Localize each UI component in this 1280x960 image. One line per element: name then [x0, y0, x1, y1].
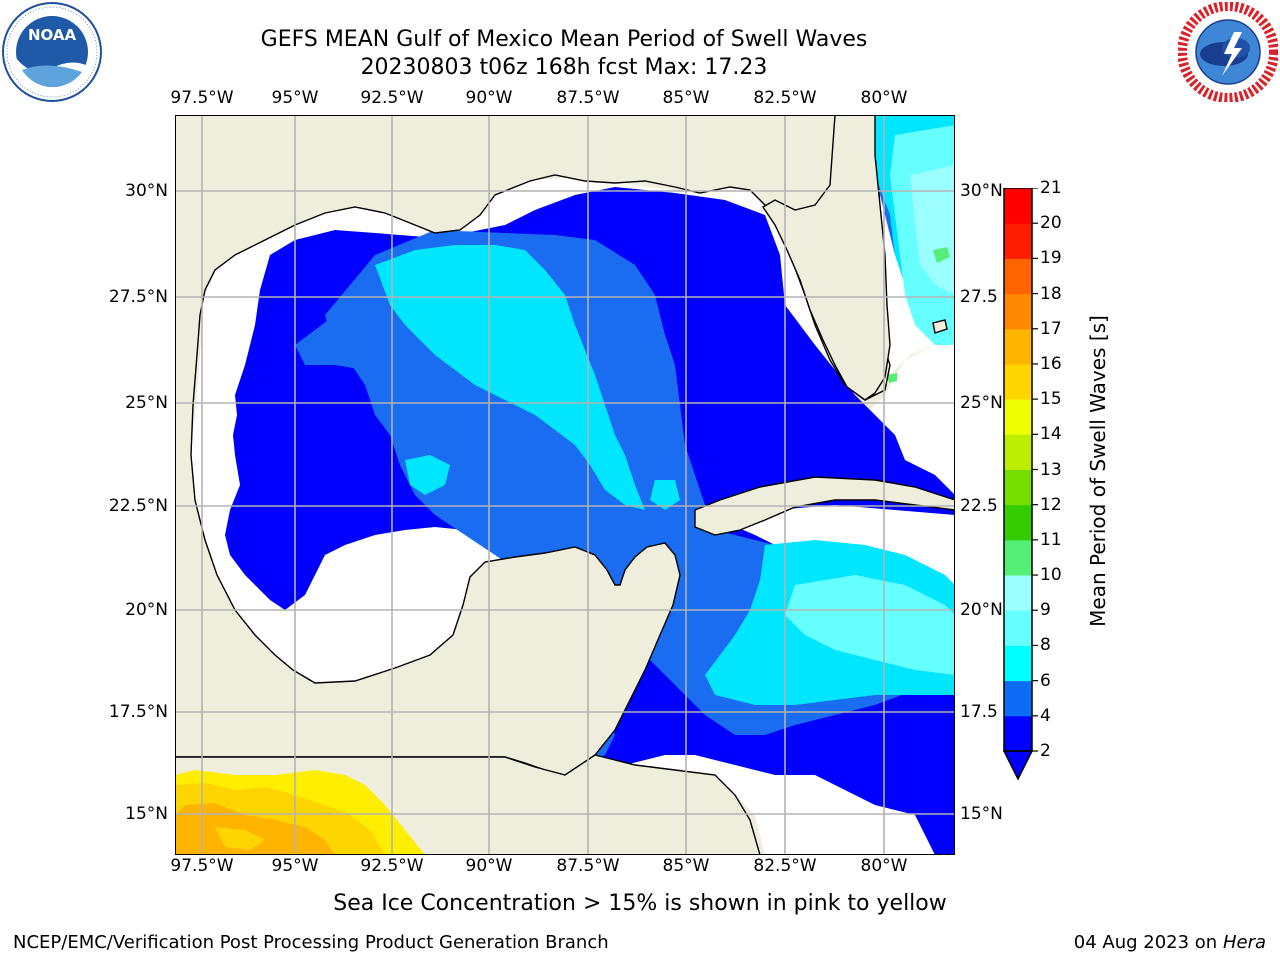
lon-label-top: 85°W	[662, 88, 710, 108]
colorbar-bin	[1004, 223, 1032, 259]
noaa-logo-text: NOAA	[28, 26, 77, 44]
lat-label-left: 25°N	[125, 393, 168, 413]
colorbar-tick-label: 17	[1040, 318, 1062, 339]
colorbar-tick-label: 18	[1040, 283, 1062, 304]
lon-label-bottom: 90°W	[465, 856, 513, 876]
colorbar-bin	[1004, 539, 1032, 576]
footer-date: 04 Aug 2023 on Hera	[1074, 932, 1266, 953]
graticule	[175, 115, 955, 855]
colorbar-tick-label: 11	[1040, 529, 1062, 550]
lon-label-bottom: 80°W	[860, 856, 908, 876]
colorbar-bin	[1004, 610, 1032, 646]
lon-label-bottom: 95°W	[271, 856, 319, 876]
colorbar-bin	[1004, 680, 1032, 717]
colorbar	[1003, 188, 1038, 781]
lon-label-top: 87.5°W	[556, 88, 620, 108]
lat-label-right: 25°N	[960, 393, 1003, 413]
colorbar-tick-label: 2	[1040, 741, 1051, 761]
colorbar-bin	[1004, 469, 1032, 506]
colorbar-bin	[1004, 363, 1032, 400]
colorbar-tick-label: 21	[1040, 178, 1062, 198]
lon-label-top: 95°W	[271, 88, 319, 108]
colorbar-extension-low	[1003, 750, 1034, 781]
colorbar-bin	[1004, 188, 1032, 224]
colorbar-tick-label: 14	[1040, 424, 1062, 445]
lon-label-top: 92.5°W	[360, 88, 424, 108]
lon-label-bottom: 97.5°W	[170, 856, 234, 876]
lat-label-left: 22.5°N	[108, 496, 168, 516]
noaa-logo-icon: NOAA	[2, 2, 102, 102]
lat-label-right: 20°N	[960, 600, 1003, 620]
map-subtitle: 20230803 t06z 168h fcst Max: 17.23	[360, 55, 768, 80]
colorbar-tick-label: 9	[1040, 600, 1051, 621]
map-title: GEFS MEAN Gulf of Mexico Mean Period of …	[260, 27, 868, 52]
lat-label-right: 22.5	[960, 496, 998, 516]
lon-label-top: 80°W	[860, 88, 908, 108]
colorbar-tick-label: 12	[1040, 494, 1062, 515]
lat-label-left: 15°N	[125, 804, 168, 824]
colorbar-tick-label: 13	[1040, 459, 1062, 480]
lat-label-right: 17.5	[960, 702, 998, 722]
lon-label-bottom: 92.5°W	[360, 856, 424, 876]
colorbar-bin	[1004, 399, 1032, 435]
footer-host: Hera	[1222, 932, 1266, 953]
colorbar-bin	[1004, 258, 1032, 295]
lon-label-top: 90°W	[465, 88, 513, 108]
lon-label-bottom: 85°W	[662, 856, 710, 876]
lat-label-right: 30°N	[960, 181, 1003, 201]
lon-label-top: 97.5°W	[170, 88, 234, 108]
colorbar-tick-label: 15	[1040, 389, 1062, 410]
colorbar-tick-label: 6	[1040, 670, 1051, 691]
colorbar-tick-label: 20	[1040, 213, 1062, 234]
lat-label-left: 27.5°N	[108, 287, 168, 307]
footer-producer: NCEP/EMC/Verification Post Processing Pr…	[13, 932, 609, 953]
colorbar-bin	[1004, 575, 1032, 611]
colorbar-tick-label: 4	[1040, 705, 1051, 726]
map-panel	[175, 115, 955, 855]
colorbar-bin	[1004, 434, 1032, 470]
lat-label-left: 17.5°N	[108, 702, 168, 722]
colorbar-bin	[1004, 293, 1032, 330]
colorbar-tick-label: 8	[1040, 635, 1051, 656]
colorbar-bin	[1004, 504, 1032, 541]
lat-label-left: 30°N	[125, 181, 168, 201]
colorbar-tick-label: 19	[1040, 248, 1062, 269]
colorbar-title: Mean Period of Swell Waves [s]	[1086, 315, 1110, 627]
footer-date-text: 04 Aug 2023 on	[1073, 932, 1218, 953]
colorbar-bin	[1004, 715, 1032, 752]
lat-label-left: 20°N	[125, 600, 168, 620]
colorbar-tick-label: 16	[1040, 353, 1062, 374]
colorbar-tick-label: 10	[1040, 565, 1062, 586]
swell-period-field	[225, 115, 955, 855]
lon-label-top: 82.5°W	[753, 88, 817, 108]
lon-label-bottom: 87.5°W	[556, 856, 620, 876]
lon-label-bottom: 82.5°W	[753, 856, 817, 876]
colorbar-bin	[1004, 645, 1032, 682]
sea-ice-note: Sea Ice Concentration > 15% is shown in …	[333, 891, 947, 916]
lat-label-right: 27.5	[960, 287, 998, 307]
colorbar-bin	[1004, 328, 1032, 365]
lat-label-right: 15°N	[960, 804, 1003, 824]
nws-logo-icon	[1178, 2, 1278, 102]
